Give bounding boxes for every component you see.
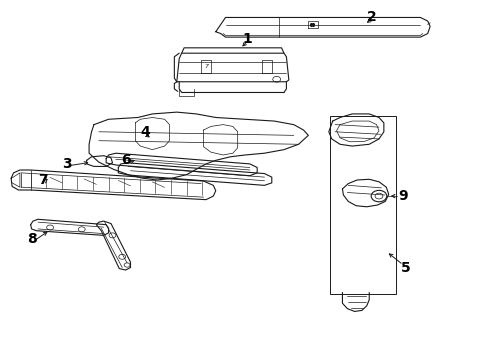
Text: 3: 3 — [62, 157, 72, 171]
Text: 5: 5 — [401, 261, 411, 275]
Bar — [330, 116, 396, 294]
Text: 7: 7 — [38, 173, 48, 187]
Text: 8: 8 — [27, 232, 36, 246]
Text: 1: 1 — [243, 32, 252, 46]
Text: 4: 4 — [140, 125, 150, 139]
Text: 7: 7 — [204, 64, 208, 69]
Text: 9: 9 — [398, 189, 408, 203]
Text: 2: 2 — [367, 10, 376, 24]
Text: 6: 6 — [121, 153, 130, 167]
